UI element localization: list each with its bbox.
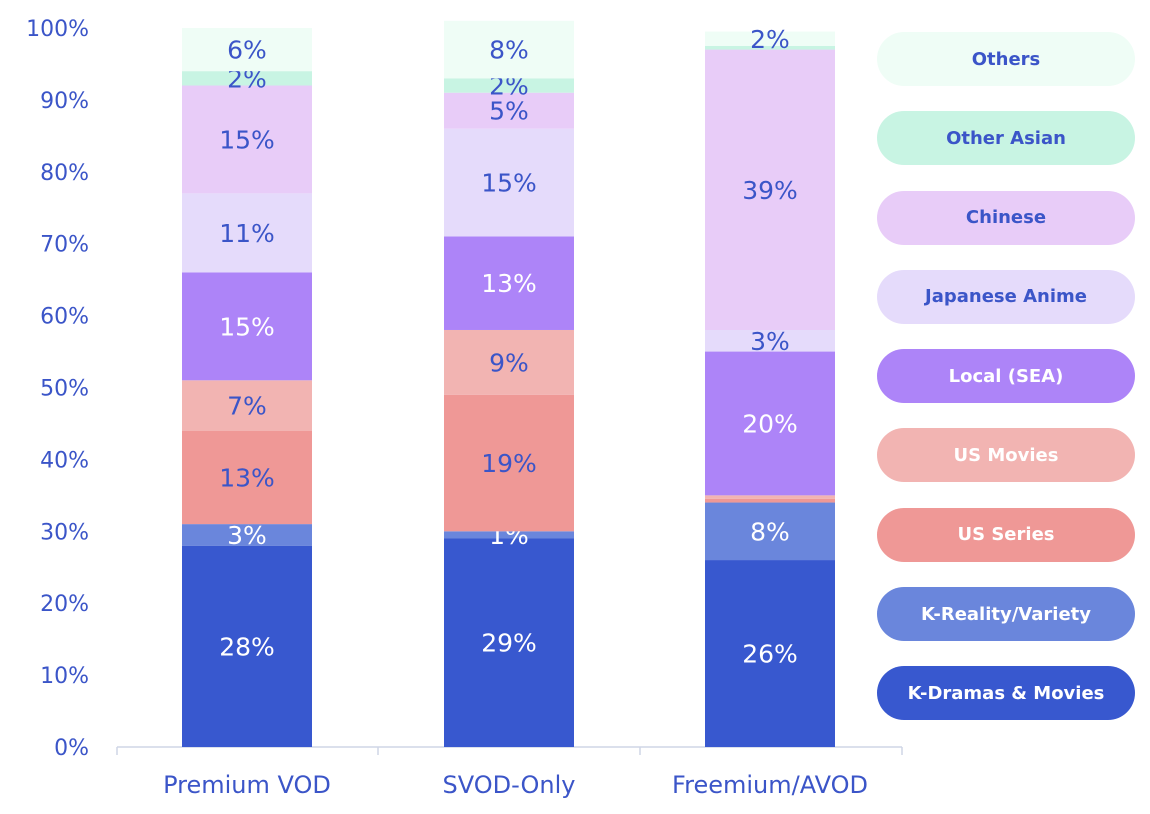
x-tick-label: SVOD-Only: [443, 771, 576, 799]
bar-segment-chinese: [182, 85, 312, 194]
x-tick-label: Premium VOD: [163, 771, 331, 799]
bar-segment-local-sea: [182, 272, 312, 381]
data-label: 8%: [489, 36, 529, 65]
data-label: 6%: [227, 36, 267, 65]
bar-segment-japanese-anime: [182, 193, 312, 273]
data-label: 11%: [219, 219, 275, 248]
y-tick-label: 10%: [40, 664, 89, 689]
bar-segment-us-movies: [705, 495, 835, 499]
y-tick-label: 0%: [54, 736, 89, 761]
y-tick-label: 30%: [40, 520, 89, 545]
y-tick-label: 60%: [40, 305, 89, 330]
data-label: 8%: [750, 517, 790, 546]
bar-segment-us-movies: [182, 380, 312, 431]
legend-item-us-series: US Series: [877, 507, 1135, 562]
bar-segment-other-asian: [444, 78, 574, 93]
bar-segment-k-reality-variety: [705, 502, 835, 561]
legend-item-us-movies: US Movies: [877, 428, 1135, 483]
data-label: 28%: [219, 632, 275, 661]
bar-segment-other-asian: [705, 45, 835, 50]
data-label: 15%: [219, 312, 275, 341]
legend-item-local-sea: Local (SEA): [877, 349, 1135, 404]
bar-segment-us-movies: [444, 329, 574, 395]
legend: Others Other Asian Chinese Japanese Anime Lo…: [877, 32, 1135, 746]
data-label: 19%: [481, 449, 537, 478]
data-label: 5%: [489, 97, 529, 126]
x-tick-label: Freemium/AVOD: [672, 771, 868, 799]
bar-segment-us-series: [444, 394, 574, 532]
bar-segment-us-series: [182, 430, 312, 525]
legend-item-k-dramas-movies: K-Dramas & Movies: [877, 666, 1135, 721]
data-label: 29%: [481, 629, 537, 658]
legend-item-japanese-anime: Japanese Anime: [877, 269, 1135, 324]
data-label: 15%: [481, 169, 537, 198]
data-label: 13%: [219, 463, 275, 492]
data-label: 26%: [742, 640, 798, 669]
data-label: 3%: [750, 327, 790, 356]
bar-segment-others: [705, 31, 835, 46]
y-tick-label: 80%: [40, 161, 89, 186]
bar-segment-k-dramas-movies: [705, 560, 835, 747]
bar-segment-k-dramas-movies: [444, 538, 574, 747]
data-label: 3%: [227, 521, 267, 550]
bar-segment-k-reality-variety: [444, 531, 574, 539]
bar-segment-chinese: [444, 92, 574, 129]
data-label: 39%: [742, 176, 798, 205]
bar-segment-others: [444, 20, 574, 79]
bar-segment-others: [182, 28, 312, 72]
bar-segment-japanese-anime: [705, 329, 835, 352]
data-label: 15%: [219, 125, 275, 154]
data-label: 2%: [750, 25, 790, 54]
bar-segment-local-sea: [705, 351, 835, 496]
y-tick-label: 90%: [40, 89, 89, 114]
legend-item-chinese: Chinese: [877, 190, 1135, 245]
bar-segment-japanese-anime: [444, 128, 574, 237]
legend-item-other-asian: Other Asian: [877, 111, 1135, 166]
data-label: 13%: [481, 269, 537, 298]
data-label: 20%: [742, 409, 798, 438]
data-label: 7%: [227, 391, 267, 420]
bar-segment-chinese: [705, 49, 835, 330]
bar-segment-local-sea: [444, 236, 574, 330]
legend-item-k-reality-variety: K-Reality/Variety: [877, 587, 1135, 642]
bar-segment-us-series: [705, 498, 835, 503]
data-label: 9%: [489, 348, 529, 377]
y-tick-label: 100%: [26, 17, 89, 42]
legend-item-others: Others: [877, 32, 1135, 86]
y-tick-label: 70%: [40, 233, 89, 258]
y-tick-label: 20%: [40, 592, 89, 617]
y-tick-label: 40%: [40, 448, 89, 473]
bar-segment-k-reality-variety: [182, 524, 312, 546]
bar-segment-k-dramas-movies: [182, 545, 312, 747]
bar-segment-other-asian: [182, 71, 312, 86]
y-tick-label: 50%: [40, 377, 89, 402]
